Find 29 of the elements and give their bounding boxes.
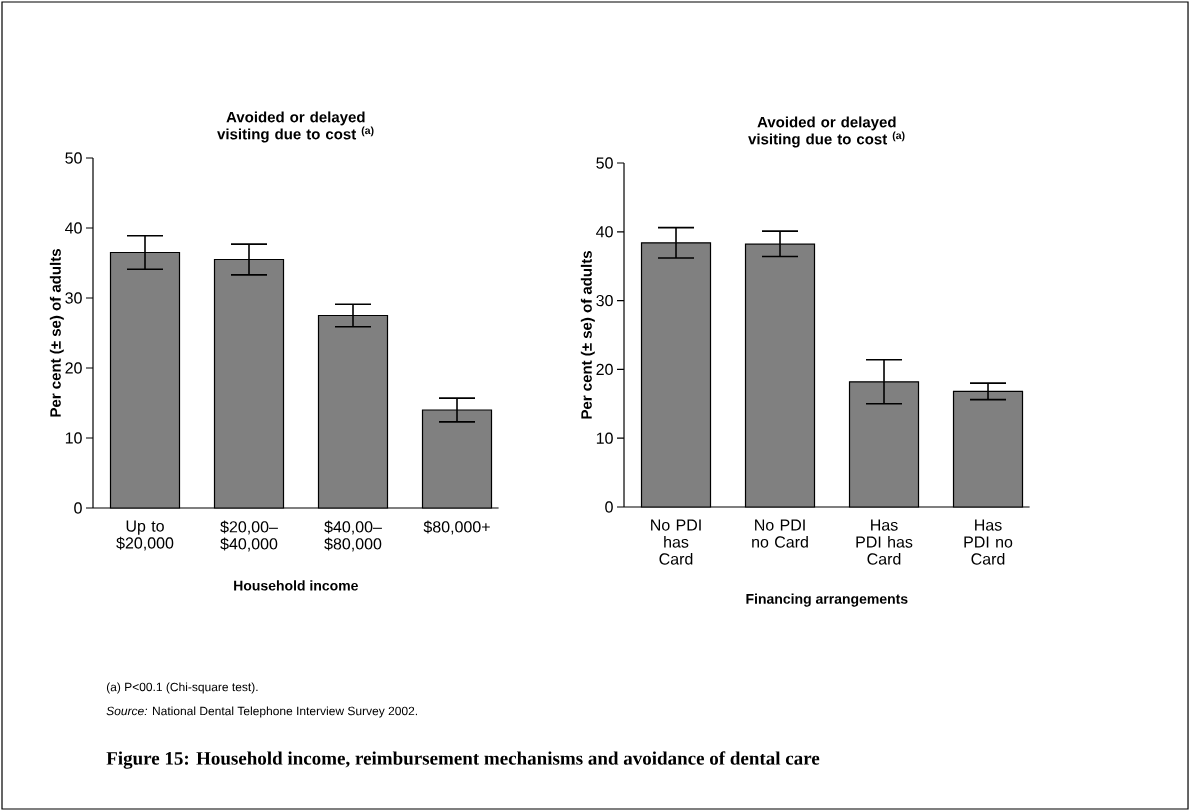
chart-title: Avoided or delayed visiting due to cost $^{(a)}$: [217, 111, 374, 143]
x-axis-title: Financing arrangements: [746, 593, 908, 607]
x-tick-label: $80,000+: [423, 520, 490, 535]
text: (a) P<00.1 (Chi-square test).: [106, 682, 258, 694]
y-tick-label: 50: [65, 152, 82, 164]
y-tick-label: 40: [596, 226, 613, 238]
text: Figure 15: Household income, reimbursement mechanisms and avoidance of dental care: [106, 751, 820, 769]
y-tick-label: 10: [596, 432, 613, 444]
y-axis-title: Per cent (± se) of adults: [580, 251, 595, 419]
x-axis-title: Household income: [234, 580, 358, 591]
y-tick-label: 10: [65, 432, 82, 444]
text: Source: National Dental Telephone Interview Survey 2002.: [106, 706, 418, 718]
y-tick-label: 30: [65, 292, 82, 304]
y-tick-label: 40: [65, 222, 82, 234]
y-tick-label: 30: [596, 294, 613, 307]
x-tick-label: $20,00– $40,000: [220, 520, 278, 552]
y-tick-label: 20: [65, 362, 82, 374]
x-tick-label: No PDI no Card: [752, 519, 808, 548]
x-tick-label: $40,00– $80,000: [324, 520, 382, 552]
x-tick-label: Has PDI no Card: [964, 519, 1013, 565]
y-tick-label: 50: [596, 157, 613, 169]
x-tick-label: No PDI has Card: [651, 519, 701, 565]
chart-title: Avoided or delayed visiting due to cost $^{(a)}$: [748, 116, 905, 148]
y-axis-title: Per cent (± se) of adults: [49, 249, 64, 417]
x-tick-label: Has PDI has Card: [856, 519, 913, 565]
y-tick-label: 0: [605, 501, 613, 513]
y-tick-label: 0: [74, 502, 82, 514]
x-tick-label: Up to $20,000: [116, 520, 174, 551]
y-tick-label: 20: [596, 363, 613, 376]
